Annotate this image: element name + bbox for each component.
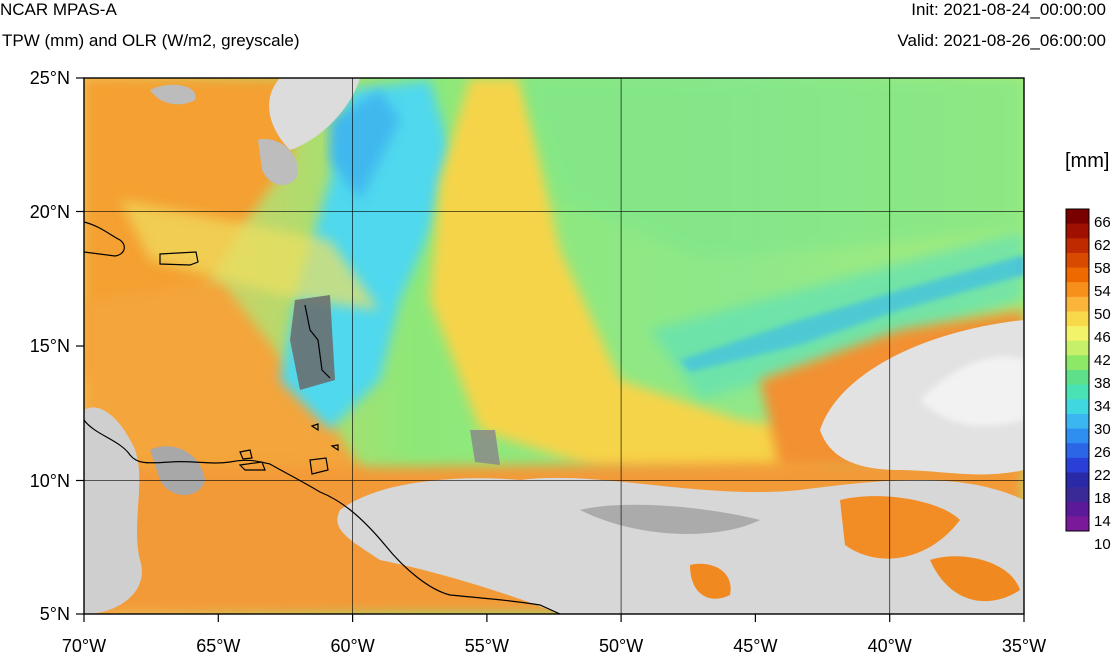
colorbar-swatches bbox=[1066, 209, 1089, 532]
colorbar-label: 54 bbox=[1094, 283, 1111, 300]
lat-tick-label: 5°N bbox=[40, 604, 70, 624]
cloud-north bbox=[269, 78, 360, 150]
colorbar-label: 58 bbox=[1094, 260, 1111, 277]
grid-lines bbox=[84, 78, 1024, 614]
colorbar-label: 22 bbox=[1094, 467, 1111, 484]
colorbar-swatch bbox=[1066, 399, 1089, 415]
lon-tick-label: 55°W bbox=[465, 636, 509, 656]
colorbar-swatch bbox=[1066, 501, 1089, 517]
colorbar-swatch bbox=[1066, 340, 1089, 356]
colorbar-label: 30 bbox=[1094, 421, 1111, 438]
colorbar-labels: 66 62 58 54 50 46 42 38 34 30 26 22 18 1… bbox=[1094, 214, 1111, 553]
colorbar-units: [mm] bbox=[1065, 150, 1110, 172]
cloud-mass-east bbox=[820, 320, 1024, 475]
colorbar-label: 14 bbox=[1094, 513, 1111, 530]
colorbar-swatch bbox=[1066, 413, 1089, 430]
lon-tick-label: 50°W bbox=[599, 636, 643, 656]
lon-tick-label: 40°W bbox=[868, 636, 912, 656]
colorbar-label: 50 bbox=[1094, 306, 1111, 323]
colorbar-swatch bbox=[1066, 472, 1089, 488]
colorbar-swatch bbox=[1066, 282, 1089, 298]
lon-tick-label: 65°W bbox=[196, 636, 240, 656]
colorbar-swatch bbox=[1066, 355, 1089, 371]
colorbar-swatch bbox=[1066, 311, 1089, 327]
colorbar-label: 62 bbox=[1094, 237, 1111, 254]
field-layer bbox=[84, 78, 1024, 614]
colorbar-swatch bbox=[1066, 223, 1089, 239]
lat-tick-label: 20°N bbox=[30, 202, 70, 222]
lon-tick-label: 70°W bbox=[62, 636, 106, 656]
colorbar-swatch bbox=[1066, 296, 1089, 312]
valid-time: Valid: 2021-08-26_06:00:00 bbox=[897, 31, 1106, 50]
lat-tick-label: 25°N bbox=[30, 68, 70, 88]
cloud-mass-west bbox=[84, 407, 142, 614]
colorbar-swatch bbox=[1066, 238, 1089, 254]
colorbar-label: 10 bbox=[1094, 536, 1111, 553]
colorbar-label: 26 bbox=[1094, 444, 1111, 461]
colorbar-label: 66 bbox=[1094, 214, 1111, 231]
map-subtitle: TPW (mm) and OLR (W/m2, greyscale) bbox=[2, 31, 300, 50]
colorbar-label: 46 bbox=[1094, 329, 1111, 346]
colorbar-swatch bbox=[1066, 443, 1089, 459]
tick-marks bbox=[76, 77, 1025, 622]
colorbar-swatch bbox=[1066, 487, 1089, 503]
lat-tick-labels: 25°N 20°N 15°N 10°N 5°N bbox=[30, 68, 70, 624]
lon-tick-label: 35°W bbox=[1002, 636, 1046, 656]
colorbar-label: 38 bbox=[1094, 375, 1111, 392]
init-time: Init: 2021-08-24_00:00:00 bbox=[911, 0, 1106, 19]
colorbar: 66 62 58 54 50 46 42 38 34 30 26 22 18 1… bbox=[1065, 208, 1111, 553]
colorbar-swatch bbox=[1066, 326, 1089, 342]
colorbar-swatch bbox=[1066, 370, 1089, 386]
colorbar-swatch bbox=[1066, 516, 1089, 532]
colorbar-swatch bbox=[1066, 384, 1089, 400]
lat-tick-label: 15°N bbox=[30, 336, 70, 356]
colorbar-swatch bbox=[1066, 457, 1089, 473]
coastlines bbox=[83, 221, 561, 615]
lon-tick-label: 60°W bbox=[330, 636, 374, 656]
lon-tick-labels: 70°W 65°W 60°W 55°W 50°W 45°W 40°W 35°W bbox=[62, 636, 1046, 656]
colorbar-swatch bbox=[1066, 267, 1089, 283]
colorbar-swatch bbox=[1066, 428, 1089, 444]
map-title: NCAR MPAS-A bbox=[0, 0, 117, 19]
colorbar-label: 18 bbox=[1094, 490, 1111, 507]
lat-tick-label: 10°N bbox=[30, 471, 70, 491]
colorbar-label: 42 bbox=[1094, 352, 1111, 369]
lon-tick-label: 45°W bbox=[733, 636, 777, 656]
colorbar-swatch bbox=[1066, 252, 1089, 269]
colorbar-label: 34 bbox=[1094, 398, 1111, 415]
colorbar-swatch bbox=[1066, 209, 1089, 225]
